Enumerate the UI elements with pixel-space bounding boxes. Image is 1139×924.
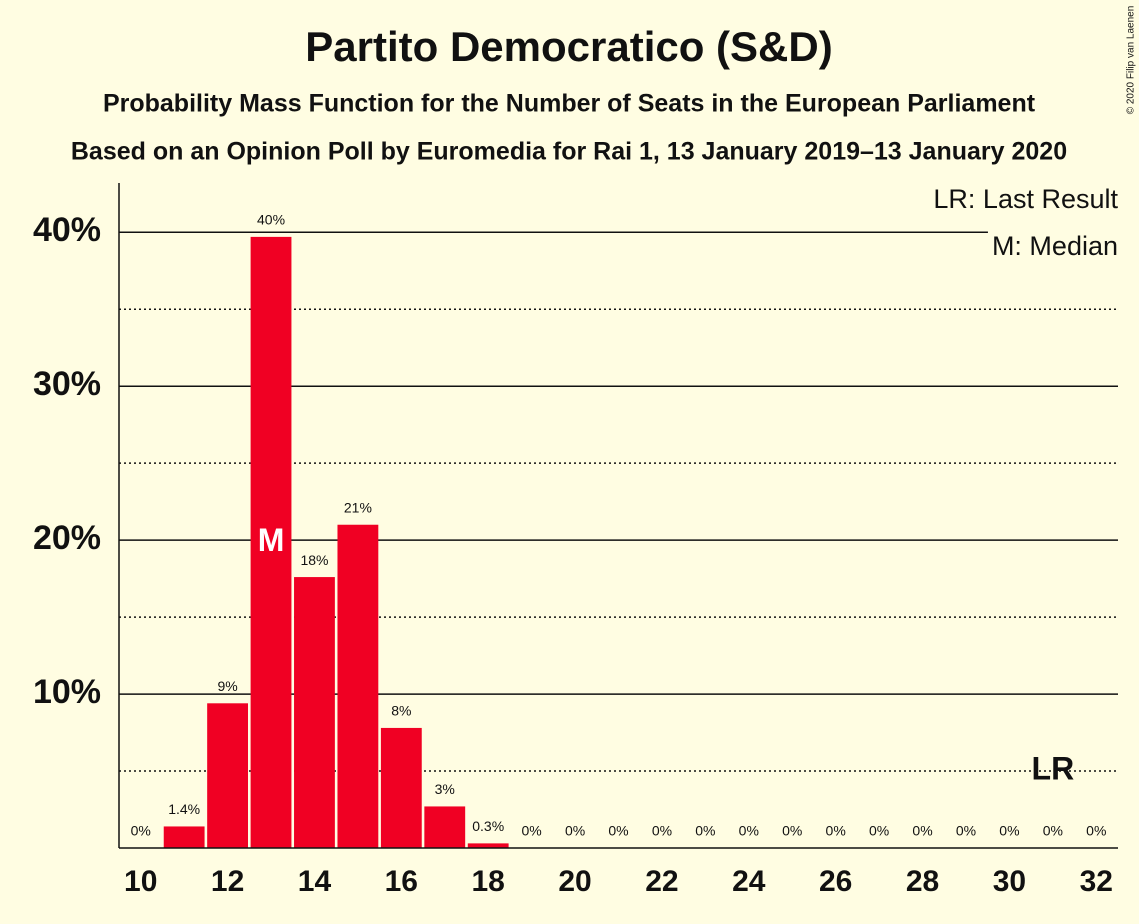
value-label: 0% <box>1043 823 1063 839</box>
bar <box>337 524 379 848</box>
bar <box>424 806 466 848</box>
x-tick-label: 16 <box>385 865 418 898</box>
value-label: 0% <box>869 823 889 839</box>
value-label: 0% <box>1086 823 1106 839</box>
value-label: 0% <box>999 823 1019 839</box>
value-label: 0% <box>565 823 585 839</box>
x-tick-label: 14 <box>298 865 332 898</box>
bar <box>250 236 292 848</box>
chart-subtitle: Based on an Opinion Poll by Euromedia fo… <box>71 138 1067 166</box>
x-tick-label: 32 <box>1080 865 1113 898</box>
y-tick-label: 30% <box>33 365 101 403</box>
x-tick-label: 24 <box>732 865 766 898</box>
value-label: 0% <box>608 823 628 839</box>
value-label: 0% <box>695 823 715 839</box>
chart-subtitle: Probability Mass Function for the Number… <box>103 90 1036 118</box>
value-label: 0% <box>956 823 976 839</box>
legend-background <box>987 231 1118 262</box>
value-label: 40% <box>257 212 285 228</box>
x-tick-label: 30 <box>993 865 1026 898</box>
value-label: 21% <box>344 499 372 515</box>
bar <box>163 826 205 848</box>
x-tick-label: 26 <box>819 865 852 898</box>
legend-entry: M: Median <box>992 231 1118 261</box>
value-label: 3% <box>435 781 455 797</box>
value-label: 0.3% <box>472 818 504 834</box>
y-tick-label: 40% <box>33 211 101 249</box>
value-label: 0% <box>522 823 542 839</box>
bar <box>467 843 509 848</box>
value-label: 18% <box>300 552 328 568</box>
chart-title: Partito Democratico (S&D) <box>305 23 832 70</box>
y-tick-label: 10% <box>33 673 101 711</box>
value-label: 0% <box>652 823 672 839</box>
last-result-marker: LR <box>1032 750 1075 786</box>
value-label: 0% <box>739 823 759 839</box>
x-tick-label: 10 <box>124 865 157 898</box>
x-tick-label: 12 <box>211 865 244 898</box>
bar <box>207 703 249 848</box>
value-label: 8% <box>391 703 411 719</box>
y-tick-label: 20% <box>33 519 101 557</box>
value-label: 9% <box>217 678 237 694</box>
legend-background <box>929 184 1119 215</box>
copyright: © 2020 Filip van Laenen <box>1126 6 1137 115</box>
value-label: 0% <box>782 823 802 839</box>
x-tick-label: 18 <box>472 865 505 898</box>
value-label: 1.4% <box>168 801 200 817</box>
median-marker: M <box>258 522 285 558</box>
x-tick-label: 22 <box>645 865 678 898</box>
legend-entry: LR: Last Result <box>933 184 1118 214</box>
value-label: 0% <box>912 823 932 839</box>
x-tick-label: 28 <box>906 865 939 898</box>
value-label: 0% <box>826 823 846 839</box>
value-label: 0% <box>131 823 151 839</box>
x-tick-label: 20 <box>558 865 591 898</box>
bar <box>380 727 422 848</box>
bar <box>294 577 335 848</box>
